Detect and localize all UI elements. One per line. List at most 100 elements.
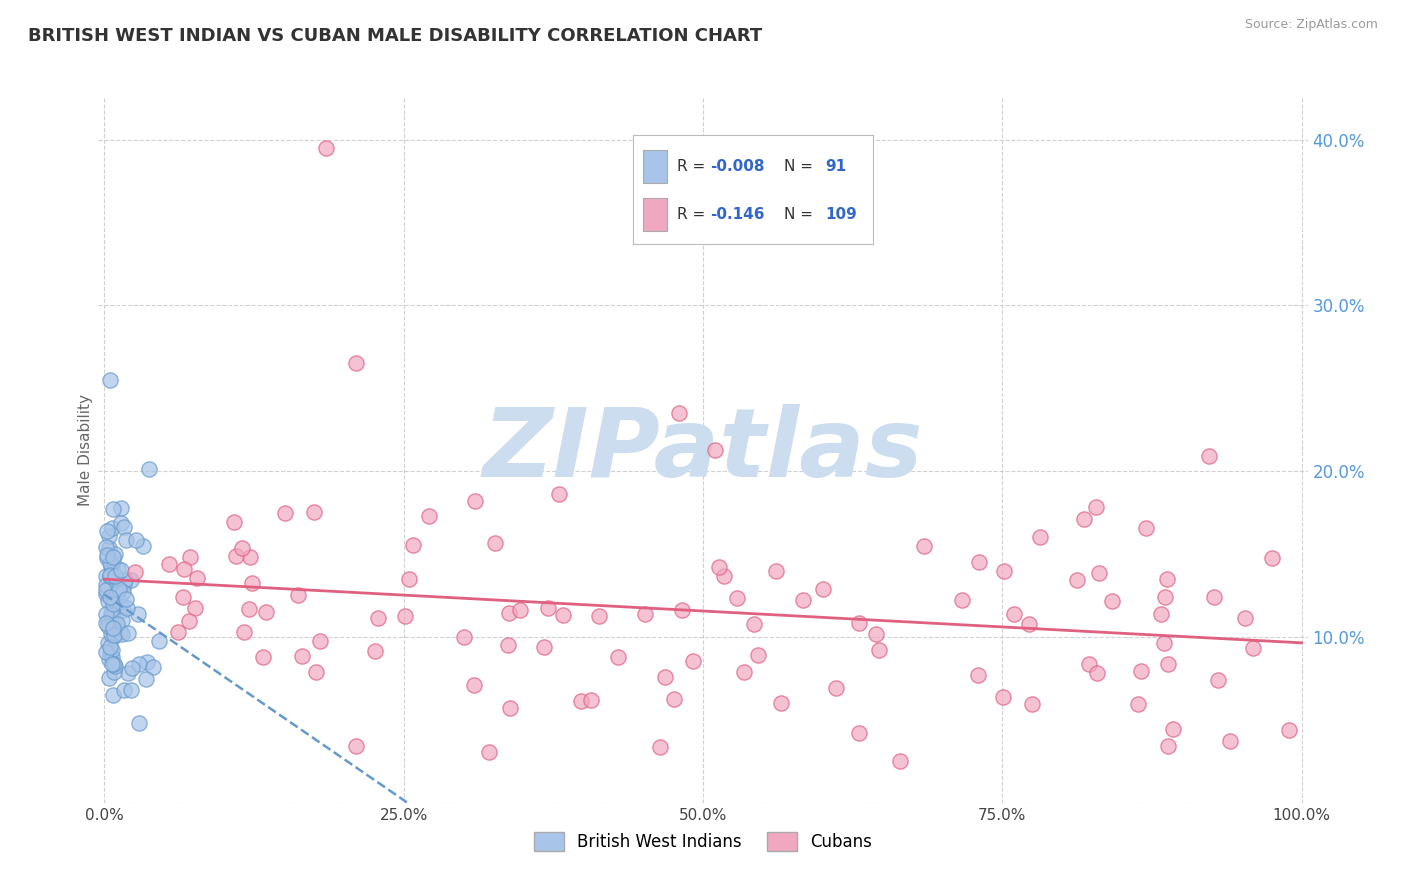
Point — [110, 563, 132, 577]
Point — [274, 506, 297, 520]
Point — [114, 533, 136, 547]
Point — [136, 656, 159, 670]
Point — [98, 646, 121, 660]
Point — [744, 616, 766, 631]
Point — [112, 578, 135, 592]
Point — [179, 614, 201, 628]
Point — [725, 591, 748, 605]
Point — [104, 574, 127, 589]
Point — [912, 539, 935, 553]
Point — [1084, 500, 1107, 514]
Point — [94, 578, 117, 592]
Point — [98, 568, 121, 582]
Point — [132, 540, 155, 554]
Point — [98, 652, 121, 666]
Point — [1018, 617, 1040, 632]
Point — [232, 625, 254, 640]
Point — [114, 573, 136, 587]
Point — [581, 693, 603, 707]
Point — [157, 557, 180, 571]
Point — [97, 618, 120, 632]
Point — [231, 541, 253, 555]
Point — [103, 623, 125, 637]
Point — [484, 536, 506, 550]
Point — [117, 601, 139, 615]
Point — [239, 549, 262, 564]
Point — [104, 573, 127, 587]
Text: BRITISH WEST INDIAN VS CUBAN MALE DISABILITY CORRELATION CHART: BRITISH WEST INDIAN VS CUBAN MALE DISABI… — [28, 27, 762, 45]
Point — [533, 640, 555, 655]
Point — [1161, 723, 1184, 737]
Point — [1157, 739, 1180, 754]
Point — [1126, 698, 1149, 712]
Point — [94, 568, 117, 582]
Point — [125, 533, 148, 547]
Point — [509, 603, 531, 617]
Point — [1101, 594, 1123, 608]
Point — [107, 562, 129, 576]
Point — [115, 591, 138, 606]
Point — [703, 442, 725, 457]
Point — [111, 602, 134, 616]
Point — [1153, 636, 1175, 650]
Point — [94, 587, 117, 601]
Text: ZIPatlas: ZIPatlas — [482, 404, 924, 497]
Point — [110, 501, 132, 516]
Point — [309, 633, 332, 648]
Point — [98, 556, 121, 570]
Point — [769, 696, 792, 710]
Point — [94, 541, 117, 555]
Point — [747, 648, 769, 662]
Point — [138, 462, 160, 476]
Point — [103, 502, 125, 516]
Text: R =: R = — [676, 207, 714, 222]
Point — [498, 638, 520, 652]
Point — [811, 582, 834, 597]
Point — [101, 549, 124, 564]
Point — [127, 607, 149, 622]
Point — [707, 560, 730, 574]
Text: 109: 109 — [825, 207, 856, 222]
Point — [179, 549, 201, 564]
Point — [1073, 512, 1095, 526]
Point — [103, 621, 125, 635]
Point — [848, 615, 870, 630]
Legend: British West Indians, Cubans: British West Indians, Cubans — [527, 825, 879, 858]
Point — [967, 555, 990, 569]
Point — [569, 694, 592, 708]
Point — [367, 611, 389, 625]
Point — [97, 593, 120, 607]
Point — [464, 494, 486, 508]
Point — [682, 655, 704, 669]
Point — [1156, 572, 1178, 586]
Point — [120, 573, 142, 587]
Point — [97, 541, 120, 556]
Point — [993, 564, 1015, 578]
Point — [96, 615, 118, 630]
Point — [101, 554, 124, 568]
Point — [1078, 657, 1101, 671]
Point — [648, 740, 671, 755]
Point — [98, 529, 121, 543]
Point — [344, 356, 367, 370]
Text: 91: 91 — [825, 159, 846, 174]
Point — [453, 630, 475, 644]
Point — [671, 603, 693, 617]
Text: -0.146: -0.146 — [710, 207, 765, 222]
Point — [101, 521, 124, 535]
Point — [1233, 611, 1256, 625]
Point — [173, 562, 195, 576]
Point — [111, 627, 134, 641]
Point — [128, 657, 150, 672]
Point — [101, 608, 124, 623]
Point — [103, 624, 125, 638]
FancyBboxPatch shape — [643, 150, 666, 183]
Point — [96, 524, 118, 538]
Point — [1021, 698, 1043, 712]
Point — [104, 659, 127, 673]
Point — [100, 610, 122, 624]
Point — [94, 644, 117, 658]
Point — [103, 628, 125, 642]
Point — [291, 648, 314, 663]
Point — [1241, 640, 1264, 655]
